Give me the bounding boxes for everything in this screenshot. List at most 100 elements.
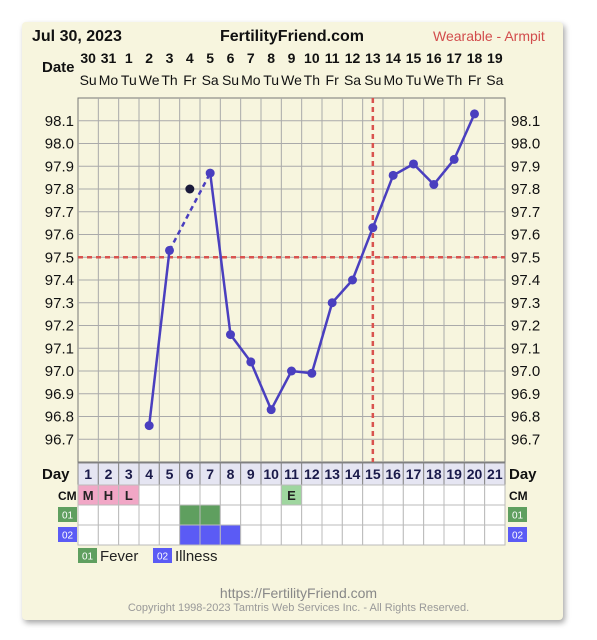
date-number: 9 xyxy=(288,50,296,66)
illness-cell xyxy=(484,524,506,546)
fever-row-label-left-code: 01 xyxy=(62,511,74,522)
date-number: 7 xyxy=(247,50,255,66)
temperature-point[interactable] xyxy=(144,421,154,431)
y-tick-label-right: 97.9 xyxy=(511,158,540,175)
fever-cell xyxy=(280,504,303,526)
footer-url[interactable]: https://FertilityFriend.com xyxy=(219,585,378,601)
temperature-line xyxy=(412,163,435,186)
weekday-label: Sa xyxy=(344,72,361,88)
fever-cell xyxy=(341,504,364,526)
weekday-label: We xyxy=(423,72,444,88)
illness-cell xyxy=(219,524,242,546)
fever-cell xyxy=(484,504,506,526)
weekday-label: Tu xyxy=(263,72,279,88)
weekday-label: Th xyxy=(446,72,462,88)
temperature-line xyxy=(432,158,456,186)
legend-fever-box xyxy=(78,548,97,563)
legend-illness-code: 02 xyxy=(157,552,169,563)
weekday-label: Tu xyxy=(406,72,422,88)
weekday-label: Su xyxy=(364,72,381,88)
day-number: 2 xyxy=(105,466,113,482)
y-tick-label-right: 96.8 xyxy=(511,409,540,426)
temperature-point[interactable] xyxy=(266,405,276,415)
temperature-point[interactable] xyxy=(409,159,418,169)
temperature-method: Wearable - Armpit xyxy=(433,28,545,44)
temperature-point[interactable] xyxy=(165,245,174,255)
y-tick-label-right: 97.1 xyxy=(511,340,540,357)
cm-row-label-right: CM xyxy=(509,489,528,503)
temperature-point[interactable] xyxy=(388,170,398,180)
temperature-point[interactable] xyxy=(226,330,235,340)
temperature-point[interactable] xyxy=(327,298,337,308)
fever-cell xyxy=(138,504,160,526)
illness-cell xyxy=(138,524,160,546)
illness-cell xyxy=(97,524,120,546)
date-number: 30 xyxy=(80,50,96,66)
illness-cell xyxy=(158,524,181,546)
temperature-line xyxy=(249,361,273,411)
fever-cell xyxy=(362,504,384,526)
site-title[interactable]: FertilityFriend.com xyxy=(220,28,365,45)
temperature-point[interactable] xyxy=(470,109,479,119)
weekday-label: Mo xyxy=(241,72,261,88)
fever-cell xyxy=(158,504,181,526)
footer-copyright: Copyright 1998-2023 Tamtris Web Services… xyxy=(127,602,470,614)
fever-cell xyxy=(382,504,404,526)
fever-cell xyxy=(260,504,282,526)
illness-row-label-right-box xyxy=(508,527,527,542)
date-number: 17 xyxy=(446,50,462,66)
date-number: 1 xyxy=(125,50,133,66)
y-tick-label-left: 97.8 xyxy=(45,181,74,198)
date-number: 10 xyxy=(304,50,320,66)
day-number: 21 xyxy=(487,466,503,482)
y-tick-label-left: 96.7 xyxy=(45,431,74,448)
fever-cell xyxy=(402,504,425,526)
weekday-label: Th xyxy=(161,72,177,88)
temperature-line xyxy=(453,113,476,160)
y-tick-label-right: 97.0 xyxy=(511,363,540,380)
legend-fever-code: 01 xyxy=(82,552,94,563)
temperature-line xyxy=(147,250,171,426)
cm-value: H xyxy=(104,488,113,503)
illness-cell xyxy=(382,524,404,546)
fever-row-label-right-code: 01 xyxy=(512,511,524,522)
y-tick-label-right: 97.3 xyxy=(511,295,540,312)
day-number: 1 xyxy=(84,466,92,482)
weekday-label: Mo xyxy=(99,72,119,88)
temperature-point[interactable] xyxy=(307,368,317,378)
cm-cell xyxy=(362,484,384,506)
cm-cell xyxy=(402,484,425,506)
fever-cell xyxy=(199,504,221,526)
cm-value: M xyxy=(83,488,94,503)
temperature-point[interactable] xyxy=(287,366,296,376)
weekday-label: Sa xyxy=(486,72,503,88)
temperature-point[interactable] xyxy=(205,168,215,178)
y-tick-label-left: 97.9 xyxy=(45,158,74,175)
discarded-temperature-point[interactable] xyxy=(185,184,195,194)
y-tick-label-left: 96.8 xyxy=(45,409,74,426)
fever-cell xyxy=(77,504,99,526)
day-number: 9 xyxy=(247,466,255,482)
fever-cell xyxy=(219,504,242,526)
temperature-point[interactable] xyxy=(348,275,357,285)
date-number: 6 xyxy=(227,50,235,66)
day-number: 8 xyxy=(227,466,235,482)
day-number: 11 xyxy=(284,466,299,482)
y-tick-label-right: 96.9 xyxy=(511,386,540,403)
temperature-point[interactable] xyxy=(429,179,439,189)
illness-cell xyxy=(179,524,201,546)
illness-cell xyxy=(402,524,425,546)
temperature-point[interactable] xyxy=(449,154,459,164)
temperature-point[interactable] xyxy=(246,357,256,367)
date-number: 18 xyxy=(467,50,483,66)
y-tick-label-left: 97.4 xyxy=(45,272,74,289)
day-number: 19 xyxy=(446,466,462,482)
legend-fever-label: Fever xyxy=(100,548,138,565)
y-tick-label-right: 97.2 xyxy=(511,318,540,335)
temperature-point[interactable] xyxy=(368,223,378,233)
fever-row-label-right-box xyxy=(508,507,527,522)
cm-row-label-left: CM xyxy=(58,489,77,503)
date-number: 4 xyxy=(186,50,194,66)
temperature-line xyxy=(351,227,374,281)
